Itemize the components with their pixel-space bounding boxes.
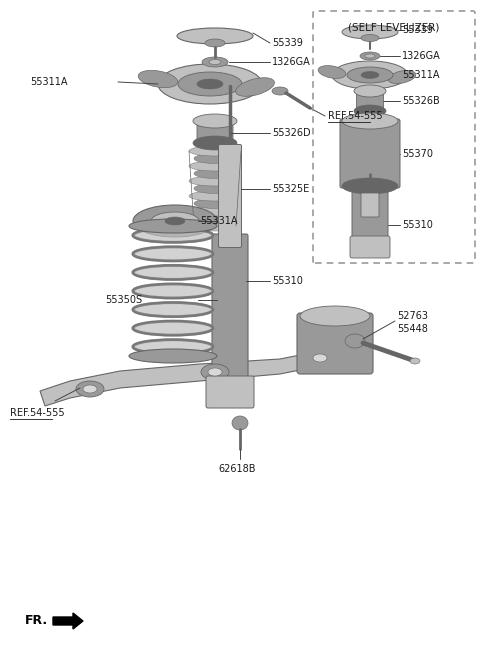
Ellipse shape bbox=[189, 161, 241, 171]
Ellipse shape bbox=[158, 64, 262, 104]
Ellipse shape bbox=[165, 217, 185, 225]
Ellipse shape bbox=[83, 385, 97, 393]
Ellipse shape bbox=[209, 60, 221, 64]
FancyBboxPatch shape bbox=[218, 144, 241, 247]
Ellipse shape bbox=[354, 105, 386, 117]
Ellipse shape bbox=[342, 113, 398, 129]
Ellipse shape bbox=[133, 302, 213, 317]
FancyBboxPatch shape bbox=[212, 234, 248, 378]
Ellipse shape bbox=[197, 79, 223, 89]
Ellipse shape bbox=[365, 54, 375, 58]
Ellipse shape bbox=[332, 61, 408, 89]
Text: 1326GA: 1326GA bbox=[272, 57, 311, 67]
Ellipse shape bbox=[318, 66, 346, 78]
Ellipse shape bbox=[194, 154, 236, 163]
FancyBboxPatch shape bbox=[206, 376, 254, 408]
Text: 55311A: 55311A bbox=[30, 77, 68, 87]
Ellipse shape bbox=[189, 146, 241, 156]
FancyBboxPatch shape bbox=[197, 119, 233, 147]
Text: 55311A: 55311A bbox=[402, 70, 440, 80]
Text: 55326B: 55326B bbox=[402, 96, 440, 106]
Ellipse shape bbox=[194, 169, 236, 178]
FancyBboxPatch shape bbox=[340, 119, 400, 188]
Ellipse shape bbox=[133, 266, 213, 279]
Ellipse shape bbox=[361, 72, 379, 79]
Text: 55310: 55310 bbox=[402, 220, 433, 230]
Ellipse shape bbox=[306, 350, 334, 366]
Ellipse shape bbox=[410, 358, 420, 364]
Text: 62618B: 62618B bbox=[218, 464, 255, 474]
FancyBboxPatch shape bbox=[357, 89, 384, 115]
Polygon shape bbox=[40, 336, 358, 406]
Ellipse shape bbox=[342, 178, 398, 194]
Ellipse shape bbox=[205, 39, 225, 47]
Ellipse shape bbox=[138, 70, 178, 88]
Text: (SELF LEVELIZER): (SELF LEVELIZER) bbox=[348, 23, 440, 33]
Ellipse shape bbox=[300, 306, 370, 326]
Ellipse shape bbox=[133, 228, 213, 242]
Ellipse shape bbox=[236, 77, 275, 96]
Ellipse shape bbox=[194, 184, 236, 194]
Ellipse shape bbox=[133, 321, 213, 335]
Text: 55448: 55448 bbox=[397, 324, 428, 334]
Text: 55325E: 55325E bbox=[272, 184, 309, 194]
Text: 55370: 55370 bbox=[402, 149, 433, 159]
Ellipse shape bbox=[194, 213, 236, 224]
Ellipse shape bbox=[133, 247, 213, 261]
Ellipse shape bbox=[202, 57, 228, 67]
Ellipse shape bbox=[201, 364, 229, 380]
Ellipse shape bbox=[388, 70, 416, 83]
Ellipse shape bbox=[208, 368, 222, 376]
FancyBboxPatch shape bbox=[350, 236, 390, 258]
Ellipse shape bbox=[76, 381, 104, 397]
Ellipse shape bbox=[193, 114, 237, 128]
Ellipse shape bbox=[354, 85, 386, 97]
Ellipse shape bbox=[133, 340, 213, 354]
Ellipse shape bbox=[178, 72, 242, 96]
Ellipse shape bbox=[361, 35, 379, 41]
FancyBboxPatch shape bbox=[361, 193, 379, 217]
Text: 55331A: 55331A bbox=[200, 216, 238, 226]
Text: FR.: FR. bbox=[25, 615, 48, 628]
Text: 55339: 55339 bbox=[402, 25, 433, 35]
FancyBboxPatch shape bbox=[297, 313, 373, 374]
Ellipse shape bbox=[347, 67, 393, 83]
Text: 55339: 55339 bbox=[272, 38, 303, 48]
FancyBboxPatch shape bbox=[352, 184, 388, 248]
Ellipse shape bbox=[360, 52, 380, 60]
Ellipse shape bbox=[342, 25, 398, 39]
Text: 1326GA: 1326GA bbox=[402, 51, 441, 61]
Text: 55310: 55310 bbox=[272, 276, 303, 286]
Ellipse shape bbox=[133, 284, 213, 298]
Ellipse shape bbox=[193, 136, 237, 150]
Ellipse shape bbox=[189, 191, 241, 201]
Ellipse shape bbox=[189, 206, 241, 216]
Text: 55326D: 55326D bbox=[272, 128, 311, 138]
Text: 52763: 52763 bbox=[397, 311, 428, 321]
Ellipse shape bbox=[151, 212, 199, 230]
Ellipse shape bbox=[177, 28, 253, 44]
Ellipse shape bbox=[232, 416, 248, 430]
Ellipse shape bbox=[189, 176, 241, 186]
Ellipse shape bbox=[194, 199, 236, 209]
Text: 55350S: 55350S bbox=[105, 295, 142, 305]
Polygon shape bbox=[53, 613, 83, 629]
Ellipse shape bbox=[345, 334, 365, 348]
Ellipse shape bbox=[313, 354, 327, 362]
Ellipse shape bbox=[129, 219, 217, 233]
Ellipse shape bbox=[129, 349, 217, 363]
Ellipse shape bbox=[272, 87, 288, 95]
Ellipse shape bbox=[133, 205, 217, 237]
Ellipse shape bbox=[189, 221, 241, 231]
Text: REF.54-555: REF.54-555 bbox=[328, 111, 383, 121]
Text: REF.54-555: REF.54-555 bbox=[10, 408, 65, 418]
